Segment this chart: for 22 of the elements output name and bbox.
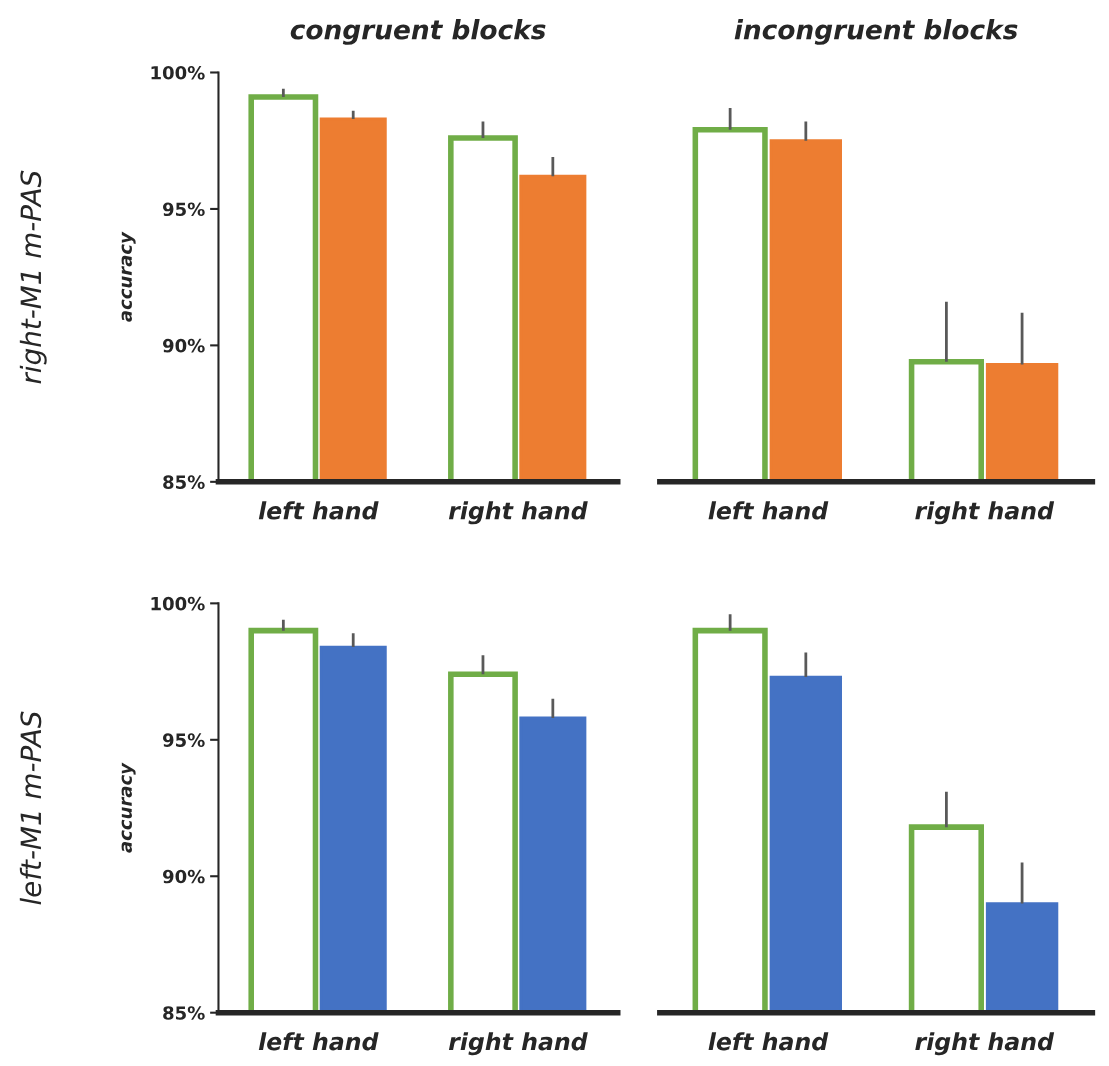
x-tick-label: right hand: [448, 1032, 588, 1056]
y-tick-label: 95%: [162, 202, 205, 217]
y-tick-label: 100%: [151, 65, 205, 80]
x-tick-label: right hand: [915, 1032, 1055, 1056]
chart-title: incongruent blocks: [734, 19, 1018, 45]
text: right-M1 m-PAS: [19, 170, 47, 384]
y-tick-label: 95%: [162, 733, 205, 747]
x-tick-label: left hand: [708, 1032, 829, 1051]
y-tick-label: 90%: [162, 869, 205, 884]
x-tick-label: left hand: [258, 501, 379, 520]
x-tick-label: right hand: [915, 501, 1055, 525]
y-tick-label: 85%: [163, 1006, 205, 1020]
y-tick-label: 90%: [162, 338, 205, 353]
chart-title: congruent blocks: [290, 19, 546, 45]
x-tick-label: left hand: [258, 1032, 379, 1051]
y-axis-title: accuracy: [121, 231, 136, 322]
x-tick-label: right hand: [448, 501, 588, 525]
y-tick-label: 85%: [163, 475, 205, 489]
y-tick-label: 100%: [151, 596, 205, 611]
text: left-M1 m-PAS: [19, 711, 42, 905]
y-axis-title: accuracy: [121, 762, 136, 853]
x-tick-label: left hand: [708, 501, 829, 520]
